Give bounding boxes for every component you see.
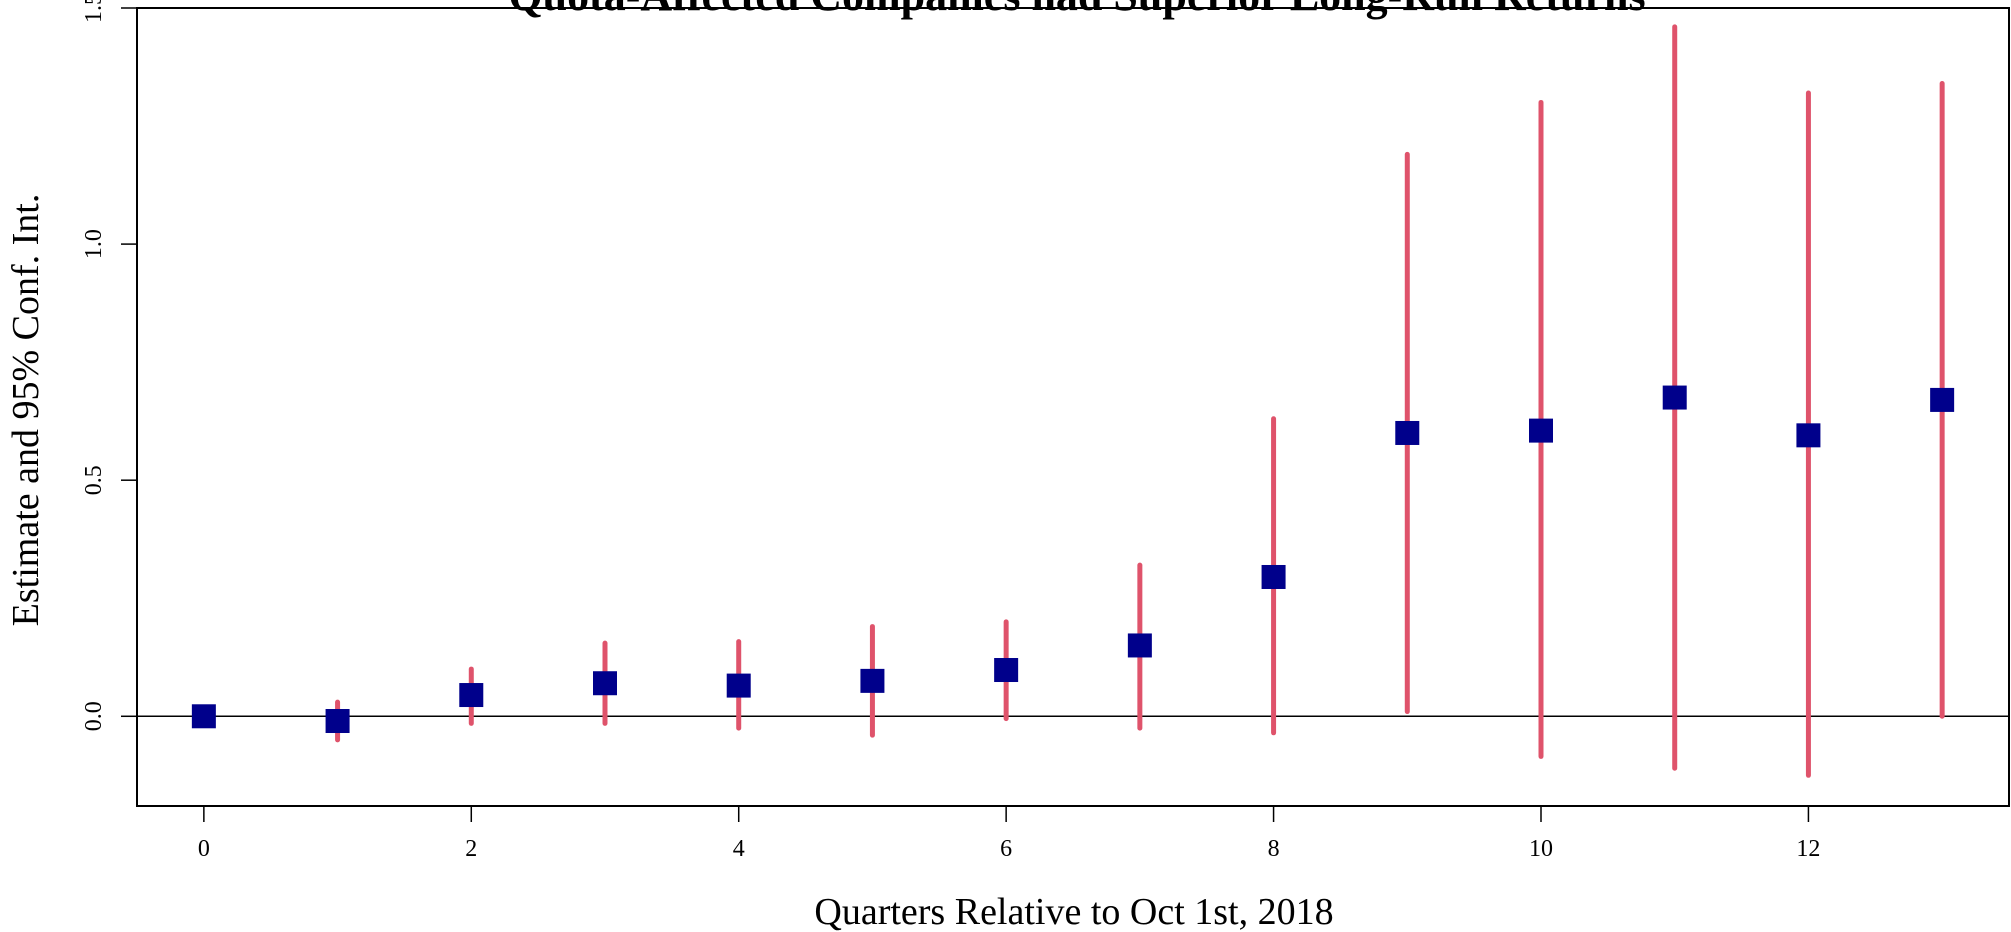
x-axis-label: Quarters Relative to Oct 1st, 2018	[814, 891, 1333, 932]
plot-frame	[136, 7, 2010, 807]
estimate-point-q7	[1127, 633, 1152, 658]
estimate-point-q9	[1395, 420, 1420, 445]
estimate-point-q0	[191, 704, 216, 729]
estimate-point-q11	[1662, 385, 1687, 410]
x-tick-label-6: 6	[1000, 836, 1012, 862]
y-tick-label-1.5: 1.5	[81, 0, 107, 23]
y-axis: 0.0 0.5 1.0 1.5	[81, 0, 137, 731]
y-tick-label-0.5: 0.5	[81, 465, 107, 495]
chart-title: Quota-Affected Companies had Superior Lo…	[508, 0, 1645, 20]
y-tick-label-0.0: 0.0	[81, 701, 107, 731]
point-estimates	[191, 385, 1955, 734]
confidence-intervals	[335, 24, 1945, 778]
x-tick-label-0: 0	[198, 836, 210, 862]
estimate-point-q3	[593, 671, 617, 696]
estimate-point-q8	[1261, 564, 1286, 589]
estimate-point-q5	[860, 668, 885, 693]
x-tick-label-2: 2	[465, 836, 477, 862]
x-tick-label-4: 4	[733, 836, 745, 862]
x-tick-label-12: 12	[1796, 836, 1820, 862]
estimate-point-q1	[325, 709, 350, 734]
y-tick-label-1.0: 1.0	[81, 229, 107, 259]
y-axis-label: Estimate and 95% Conf. Int.	[5, 194, 47, 627]
x-tick-label-10: 10	[1529, 836, 1553, 862]
estimate-point-q4	[726, 673, 751, 698]
estimate-point-q6	[994, 658, 1019, 683]
estimate-point-q13	[1930, 387, 1955, 412]
estimate-point-q12	[1796, 423, 1821, 448]
estimate-point-q2	[459, 683, 484, 708]
x-axis: 0 2 4 6 8 10 12	[198, 806, 1820, 862]
x-tick-label-8: 8	[1268, 836, 1280, 862]
estimate-point-q10	[1529, 418, 1553, 443]
